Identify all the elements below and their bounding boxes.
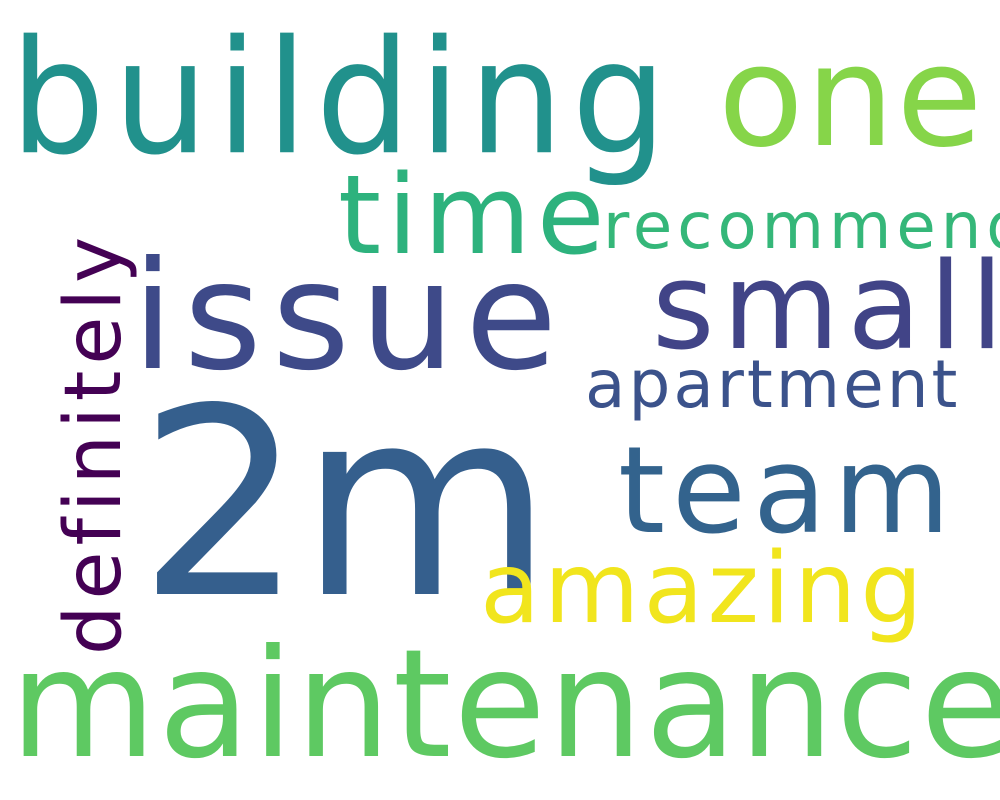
word-small: small xyxy=(652,238,1000,377)
word-amazing: amazing xyxy=(480,532,927,646)
word-recommend: recommend xyxy=(603,190,1000,264)
word-apartment: apartment xyxy=(585,346,961,423)
word-issue: issue xyxy=(132,230,568,404)
word-building: building xyxy=(10,7,675,191)
word-maintenance: maintenance xyxy=(10,618,1000,792)
word-team: team xyxy=(618,422,958,561)
word-2m: 2m xyxy=(138,354,553,656)
word-definitely: definitely xyxy=(49,230,139,655)
word-time: time xyxy=(338,151,611,279)
word-one: one xyxy=(718,16,985,179)
